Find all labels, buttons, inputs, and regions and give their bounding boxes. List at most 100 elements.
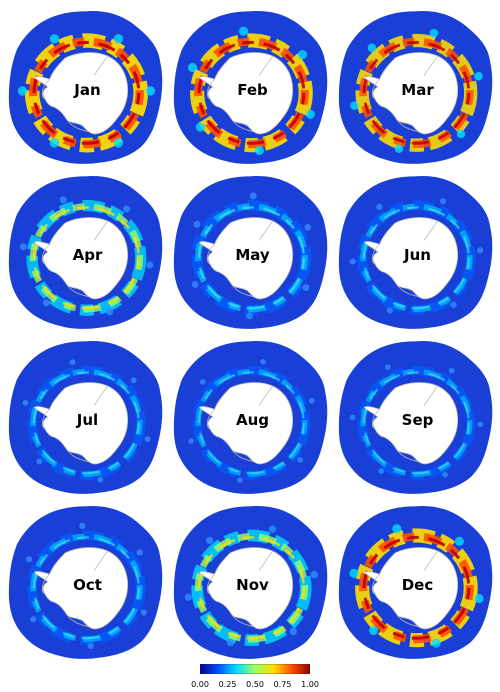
concentration-patch xyxy=(304,223,312,231)
concentration-patch xyxy=(376,203,383,210)
concentration-patch xyxy=(17,86,28,96)
concentration-patch xyxy=(450,301,457,308)
month-label: Jul xyxy=(76,411,99,429)
concentration-patch xyxy=(146,261,154,269)
monthly-map-grid: Jan Feb Mar Apr May Jun Jul Aug Sep Oct Nov Dec xyxy=(5,5,500,659)
concentration-patch xyxy=(308,397,315,404)
concentration-patch xyxy=(477,247,484,254)
sea-ice-map xyxy=(338,506,493,659)
sea-ice-map xyxy=(173,176,328,329)
month-label: Nov xyxy=(236,576,269,594)
map-panel-apr: Apr xyxy=(5,170,170,335)
month-label: Dec xyxy=(401,576,434,594)
month-label: Jun xyxy=(404,246,431,264)
month-label: Mar xyxy=(401,81,434,99)
concentration-patch xyxy=(184,593,193,601)
ice-shelf-outline xyxy=(41,385,109,462)
concentration-patch xyxy=(249,192,257,200)
ice-shelf-outline xyxy=(206,550,274,627)
concentration-band xyxy=(198,371,305,475)
concentration-patch xyxy=(97,476,104,483)
sea-ice-map xyxy=(338,11,493,164)
month-label: Aug xyxy=(235,411,270,429)
concentration-band xyxy=(32,40,141,145)
concentration-patch xyxy=(79,522,86,530)
concentration-band xyxy=(197,206,305,310)
concentration-patch xyxy=(310,570,319,579)
concentration-patch xyxy=(454,536,464,546)
concentration-patch xyxy=(260,358,266,365)
concentration-patch xyxy=(302,284,310,291)
concentration-patch xyxy=(378,468,385,474)
concentration-patch xyxy=(237,477,243,483)
colorbar-tick-label: 0.50 xyxy=(246,680,264,689)
concentration-patch xyxy=(384,364,391,370)
concentration-patch xyxy=(188,438,194,444)
map-panel-nov: Nov xyxy=(170,500,335,665)
sea-ice-map xyxy=(173,506,328,659)
concentration-patch xyxy=(368,625,379,636)
concentration-patch xyxy=(392,524,402,534)
concentration-patch xyxy=(199,379,206,385)
concentration-patch xyxy=(239,26,249,36)
concentration-band xyxy=(32,206,141,310)
concentration-patch xyxy=(297,457,303,463)
concentration-patch xyxy=(226,638,235,647)
concentration-patch xyxy=(145,86,156,96)
ice-shelf-outline xyxy=(371,385,439,462)
concentration-patch xyxy=(49,138,60,148)
month-label: Apr xyxy=(72,246,103,264)
concentration-band xyxy=(363,206,470,310)
ice-shelf-outline xyxy=(371,220,439,297)
concentration-patch xyxy=(136,549,143,556)
sea-ice-map xyxy=(173,11,328,164)
colorbar-tick-label: 0.75 xyxy=(273,680,292,689)
concentration-patch xyxy=(49,34,60,44)
concentration-patch xyxy=(122,205,131,213)
colorbar-tick-label: 0.00 xyxy=(191,680,209,689)
concentration-patch xyxy=(22,399,29,406)
sea-ice-map xyxy=(8,341,163,494)
month-label: Feb xyxy=(237,81,268,99)
concentration-patch xyxy=(429,28,439,38)
concentration-patch xyxy=(350,101,359,110)
concentration-patch xyxy=(289,627,297,636)
concentration-patch xyxy=(386,307,393,314)
concentration-patch xyxy=(69,359,76,366)
concentration-patch xyxy=(30,616,37,623)
concentration-patch xyxy=(113,34,124,44)
sea-ice-map xyxy=(8,11,163,164)
concentration-patch xyxy=(25,556,33,563)
concentration-band xyxy=(33,371,140,475)
concentration-patch xyxy=(349,568,359,578)
concentration-patch xyxy=(448,367,455,374)
concentration-patch xyxy=(477,421,484,428)
concentration-patch xyxy=(42,299,50,307)
map-panel-may: May xyxy=(170,170,335,335)
concentration-patch xyxy=(349,414,356,421)
map-panel-aug: Aug xyxy=(170,335,335,500)
concentration-patch xyxy=(36,458,43,465)
colorbar-tick-label: 1.00 xyxy=(301,680,319,689)
map-panel-jun: Jun xyxy=(335,170,500,335)
map-panel-mar: Mar xyxy=(335,5,500,170)
concentration-patch xyxy=(187,62,198,73)
ice-shelf-outline xyxy=(41,550,109,627)
ice-shelf-outline xyxy=(371,550,439,627)
concentration-patch xyxy=(431,638,441,648)
colorbar xyxy=(200,664,310,674)
concentration-patch xyxy=(193,220,201,228)
concentration-patch xyxy=(297,50,308,60)
concentration-patch xyxy=(439,198,447,205)
concentration-band xyxy=(363,371,470,475)
map-panel-dec: Dec xyxy=(335,500,500,665)
concentration-patch xyxy=(268,525,277,533)
concentration-patch xyxy=(106,308,114,316)
concentration-patch xyxy=(246,312,253,320)
concentration-patch xyxy=(474,71,483,81)
ice-shelf-outline xyxy=(371,55,439,132)
concentration-patch xyxy=(456,129,466,139)
ice-shelf-outline xyxy=(206,385,274,462)
map-panel-jan: Jan xyxy=(5,5,170,170)
map-panel-oct: Oct xyxy=(5,500,170,665)
